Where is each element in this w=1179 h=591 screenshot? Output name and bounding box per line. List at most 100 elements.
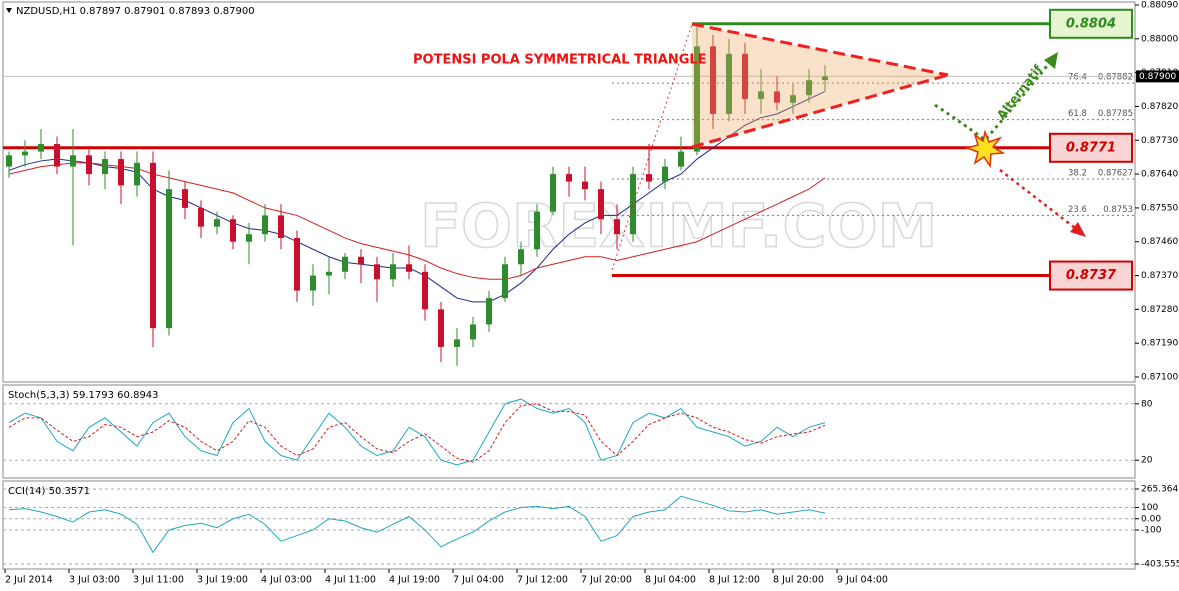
y-tick-label: 0.87730	[1141, 136, 1178, 146]
candle-body	[582, 181, 588, 190]
candle-body	[758, 91, 764, 99]
breakdown-arrow	[999, 169, 1076, 229]
candle-body	[230, 219, 236, 242]
cci-title: CCI(14) 50.3571	[8, 486, 90, 497]
y-tick-label: 80	[1141, 399, 1153, 409]
candle-body	[262, 215, 268, 235]
indicator-line	[8, 90, 826, 303]
candle-body	[294, 237, 300, 291]
x-tick-label: 7 Jul 20:00	[581, 575, 632, 586]
y-tick-label: 0.87100	[1141, 373, 1178, 383]
candle-body	[38, 144, 44, 152]
candle-body	[742, 53, 748, 99]
arrow-head	[1044, 52, 1058, 69]
x-tick-label: 7 Jul 12:00	[517, 575, 568, 586]
candle-body	[6, 155, 12, 167]
y-tick-label: 0.87460	[1141, 237, 1178, 247]
y-tick-label: -403.5555	[1141, 560, 1179, 570]
y-tick-label: 0.00	[1141, 514, 1161, 524]
candle-body	[166, 189, 172, 329]
current-price-tag	[1136, 70, 1179, 83]
x-tick-label: 3 Jul 03:00	[69, 575, 120, 586]
x-tick-label: 4 Jul 11:00	[325, 575, 376, 586]
candle-body	[54, 144, 60, 167]
y-tick-label: 0.88090	[1141, 1, 1178, 11]
candle-body	[422, 271, 428, 310]
candle-body	[454, 339, 460, 347]
candle-body	[22, 151, 28, 156]
chart-header: NZDUSD,H1 0.87897 0.87901 0.87893 0.8790…	[16, 6, 255, 17]
indicator-line	[8, 403, 826, 463]
swing-line	[611, 23, 693, 271]
candle-body	[630, 174, 636, 235]
level-label: 0.8804	[1066, 16, 1116, 31]
fib-level: 38.2	[1068, 168, 1087, 178]
x-tick-label: 4 Jul 03:00	[261, 575, 312, 586]
candle-body	[774, 91, 780, 103]
candle-body	[550, 174, 556, 212]
candle-body	[534, 211, 540, 250]
cci-panel	[2, 480, 1136, 570]
x-tick-label: 3 Jul 19:00	[197, 575, 248, 586]
candle-body	[502, 264, 508, 299]
panels	[2, 1, 1136, 570]
y-tick-label: 0.87370	[1141, 271, 1178, 281]
y-tick-label: 0.87820	[1141, 102, 1178, 112]
alternative-arrow	[934, 61, 1052, 143]
triangle-pattern	[611, 22, 949, 271]
candle-body	[790, 95, 796, 103]
candle-body	[374, 264, 380, 280]
fib-level: 23.6	[1068, 205, 1087, 215]
candle-body	[822, 76, 828, 81]
candle-body	[310, 275, 316, 291]
x-tick-label: 8 Jul 20:00	[773, 575, 824, 586]
triangle-upper	[691, 22, 949, 77]
level-box	[1049, 8, 1133, 39]
candle-body	[214, 219, 220, 227]
y-tick-label: 100	[1141, 503, 1158, 513]
fib-value: 0.87785	[1098, 109, 1133, 119]
fib-level: 76.4	[1068, 73, 1087, 83]
pattern-annotation: POTENSI POLA SYMMETRICAL TRIANGLE	[413, 53, 707, 68]
candle-body	[278, 215, 284, 238]
candle-body	[246, 234, 252, 242]
candle-body	[710, 46, 716, 114]
x-tick-label: 3 Jul 11:00	[133, 575, 184, 586]
triangle-lower	[691, 73, 949, 149]
indicator-line	[8, 162, 826, 280]
candle-body	[118, 159, 124, 186]
y-tick-label: 0.87190	[1141, 339, 1178, 349]
candle-body	[86, 155, 92, 175]
candle-body	[342, 256, 348, 272]
candle-body	[326, 271, 332, 276]
candle-body	[438, 309, 444, 347]
stoch-title: Stoch(5,3,3) 59.1793 60.8943	[8, 390, 159, 401]
candle-body	[406, 264, 412, 272]
candle-body	[70, 155, 76, 167]
candle-body	[726, 53, 732, 114]
y-tick-label: 0.87280	[1141, 305, 1178, 315]
candle-body	[518, 249, 524, 265]
main-panel	[2, 1, 1136, 383]
candle-body	[390, 264, 396, 280]
candle-body	[566, 174, 572, 182]
candle-body	[198, 207, 204, 227]
candle-body	[150, 162, 156, 329]
indicator-line	[8, 398, 826, 466]
fib-value: 0.87882	[1098, 73, 1133, 83]
header-icon	[6, 8, 12, 13]
candle-body	[806, 80, 812, 96]
candle-body	[646, 174, 652, 182]
arrow-head	[1070, 222, 1086, 237]
x-tick-label: 9 Jul 04:00	[837, 575, 888, 586]
candle-body	[358, 256, 364, 265]
fib-value: 0.8753	[1103, 205, 1133, 215]
watermark: FOREXIMF.COM	[420, 192, 937, 262]
y-tick-label: -100	[1141, 525, 1162, 535]
candle-body	[694, 46, 700, 152]
level-label: 0.8771	[1066, 140, 1116, 155]
triangle-fill	[692, 24, 948, 147]
candle-body	[486, 298, 492, 325]
